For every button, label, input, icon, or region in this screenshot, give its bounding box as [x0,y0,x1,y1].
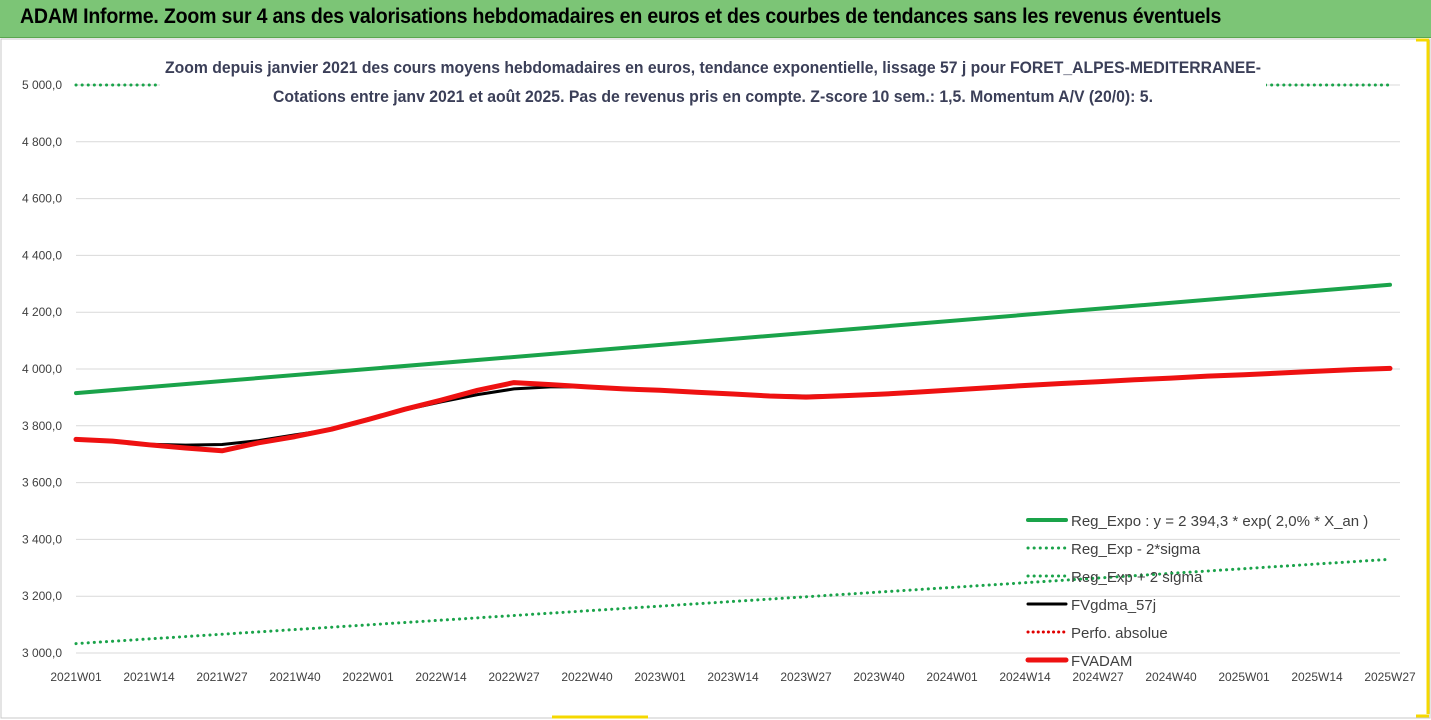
x-tick-label: 2021W40 [269,670,321,684]
y-tick-label: 4 400,0 [22,248,62,262]
x-tick-label: 2021W14 [123,670,175,684]
chart-title-line-1: Zoom depuis janvier 2021 des cours moyen… [165,59,1261,77]
gridlines [76,84,1400,654]
x-tick-label: 2022W27 [488,670,540,684]
reg-expo-line [74,282,1392,396]
series-lines [73,83,1393,646]
x-tick-label: 2024W27 [1072,670,1124,684]
y-tick-label: 3 600,0 [22,476,62,490]
legend-label: FVADAM [1071,653,1132,670]
y-tick-label: 4 800,0 [22,135,62,149]
x-tick-label: 2022W14 [415,670,467,684]
y-tick-label: 4 000,0 [22,362,62,376]
chart-title-background [160,54,1266,108]
fvgdma-57j-line [74,366,1392,447]
x-tick-label: 2024W40 [1145,670,1197,684]
reg-exp-minus-2sigma-line [74,557,1392,646]
y-tick-label: 3 800,0 [22,419,62,433]
y-tick-label: 3 400,0 [22,532,62,546]
legend-label: Reg_Exp - 2*sigma [1071,541,1201,558]
chart-frame [0,38,1431,719]
x-tick-label: 2023W40 [853,670,905,684]
x-axis-ticks: 2021W01 2021W14 2021W27 2021W40 2022W01 2022W… [50,670,1416,684]
x-tick-label: 2021W27 [196,670,248,684]
x-tick-label: 2023W27 [780,670,832,684]
y-tick-label: 4 600,0 [22,192,62,206]
x-tick-label: 2025W27 [1364,670,1416,684]
legend-label: Reg_Exp + 2 sigma [1071,569,1203,586]
x-tick-label: 2025W14 [1291,670,1343,684]
x-tick-label: 2021W01 [50,670,102,684]
chart: 3 000,0 3 200,0 3 400,0 3 600,0 3 800,0 4 000… [0,38,1431,719]
fvadam-line [73,365,1393,454]
x-tick-label: 2024W01 [926,670,978,684]
report-title: ADAM Informe. Zoom sur 4 ans des valoris… [20,5,1222,28]
legend-label: Reg_Expo : y = 2 394,3 * exp( 2,0% * X_a… [1071,513,1368,530]
x-tick-label: 2022W40 [561,670,613,684]
y-tick-label: 3 000,0 [22,646,62,660]
x-tick-label: 2025W01 [1218,670,1270,684]
y-tick-label: 4 200,0 [22,305,62,319]
y-axis-ticks: 3 000,0 3 200,0 3 400,0 3 600,0 3 800,0 4 000… [22,78,62,660]
chart-title-line-2: Cotations entre janv 2021 et août 2025. … [273,88,1153,106]
legend: Reg_Expo : y = 2 394,3 * exp( 2,0% * X_a… [1025,513,1368,670]
x-tick-label: 2022W01 [342,670,394,684]
y-tick-label: 3 200,0 [22,589,62,603]
x-tick-label: 2024W14 [999,670,1051,684]
legend-label: Perfo. absolue [1071,625,1168,642]
legend-label: FVgdma_57j [1071,597,1156,614]
y-tick-label: 5 000,0 [22,78,62,92]
x-tick-label: 2023W01 [634,670,686,684]
report-banner: ADAM Informe. Zoom sur 4 ans des valoris… [0,0,1431,38]
x-tick-label: 2023W14 [707,670,759,684]
